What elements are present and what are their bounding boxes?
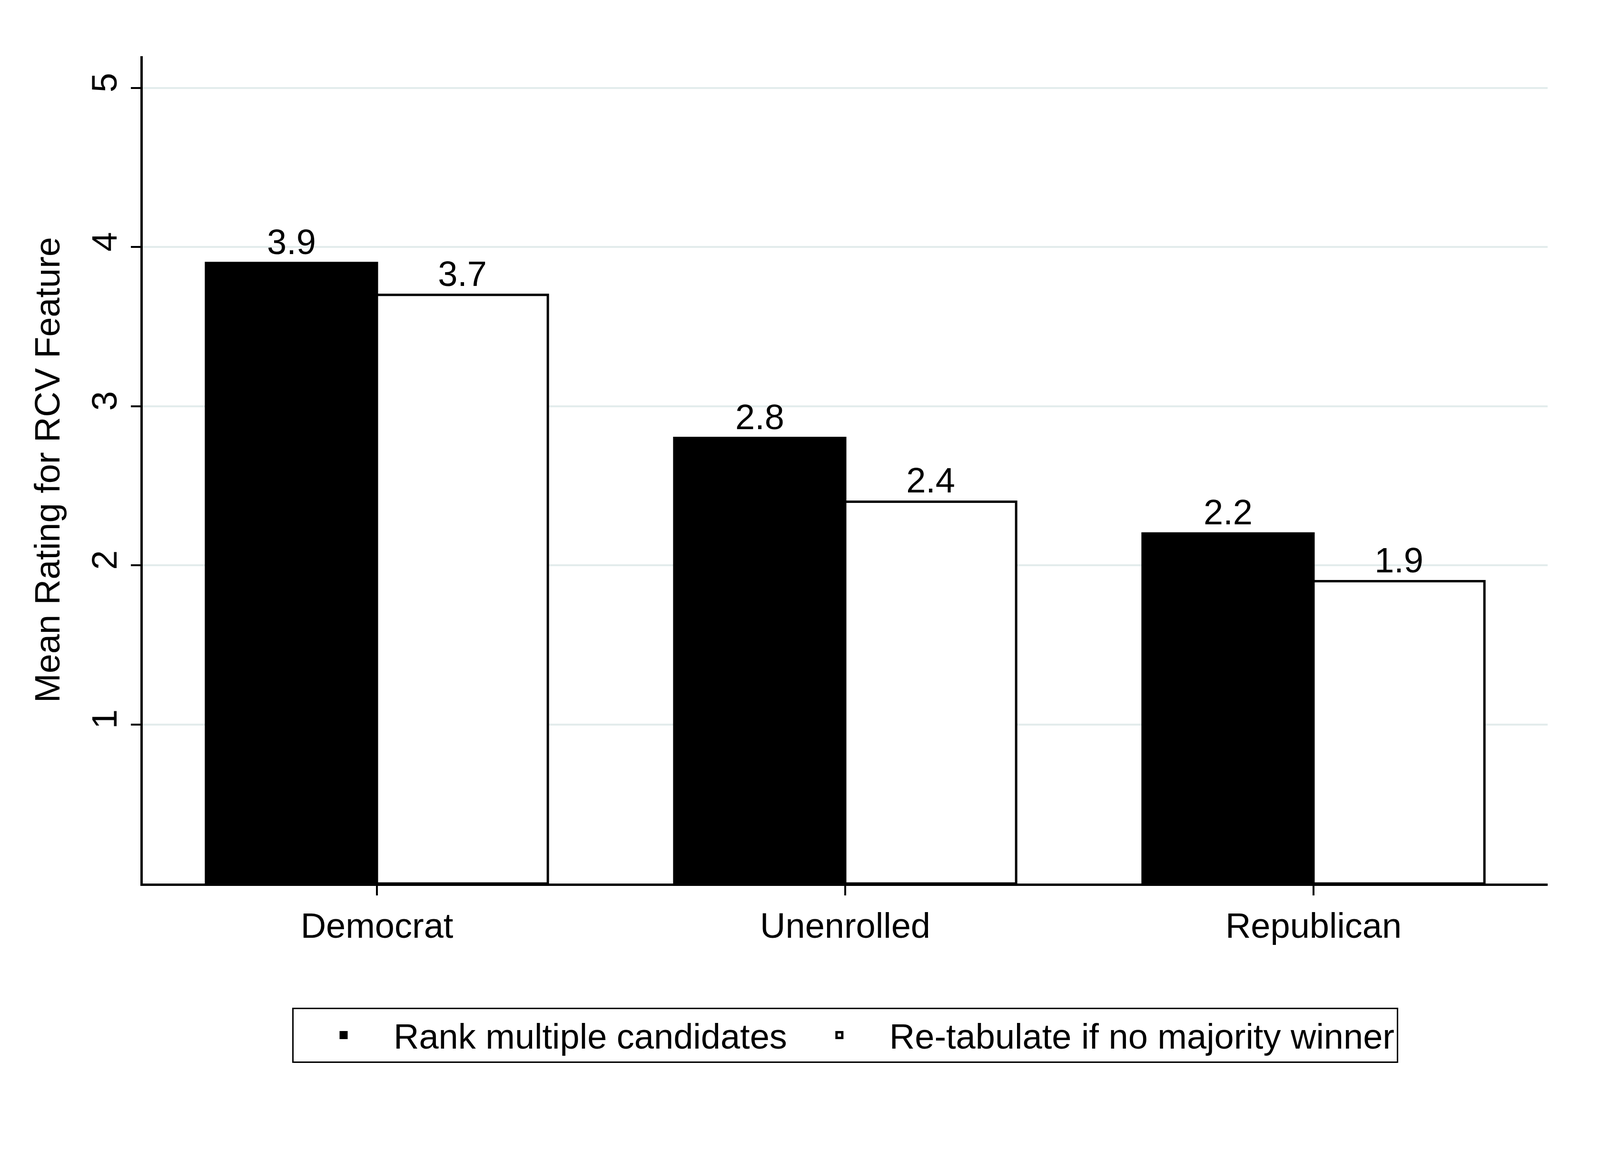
svg-text:Re-tabulate if no majority win: Re-tabulate if no majority winner: [889, 1017, 1395, 1057]
svg-text:Republican: Republican: [1225, 906, 1402, 946]
svg-text:4: 4: [84, 232, 125, 252]
svg-text:2.4: 2.4: [906, 460, 956, 501]
svg-text:2.8: 2.8: [735, 397, 785, 437]
svg-text:2: 2: [84, 550, 125, 570]
svg-text:1.9: 1.9: [1374, 540, 1424, 581]
svg-text:Rank multiple candidates: Rank multiple candidates: [393, 1017, 788, 1057]
svg-text:3.7: 3.7: [437, 254, 487, 294]
svg-text:3: 3: [84, 391, 125, 411]
svg-text:1: 1: [84, 709, 125, 730]
svg-text:2.2: 2.2: [1203, 492, 1253, 533]
svg-text:5: 5: [84, 72, 125, 93]
svg-text:Mean Rating for RCV Feature: Mean Rating for RCV Feature: [27, 237, 68, 703]
svg-text:Unenrolled: Unenrolled: [760, 906, 931, 946]
svg-text:Democrat: Democrat: [300, 906, 454, 946]
svg-text:3.9: 3.9: [266, 222, 317, 262]
